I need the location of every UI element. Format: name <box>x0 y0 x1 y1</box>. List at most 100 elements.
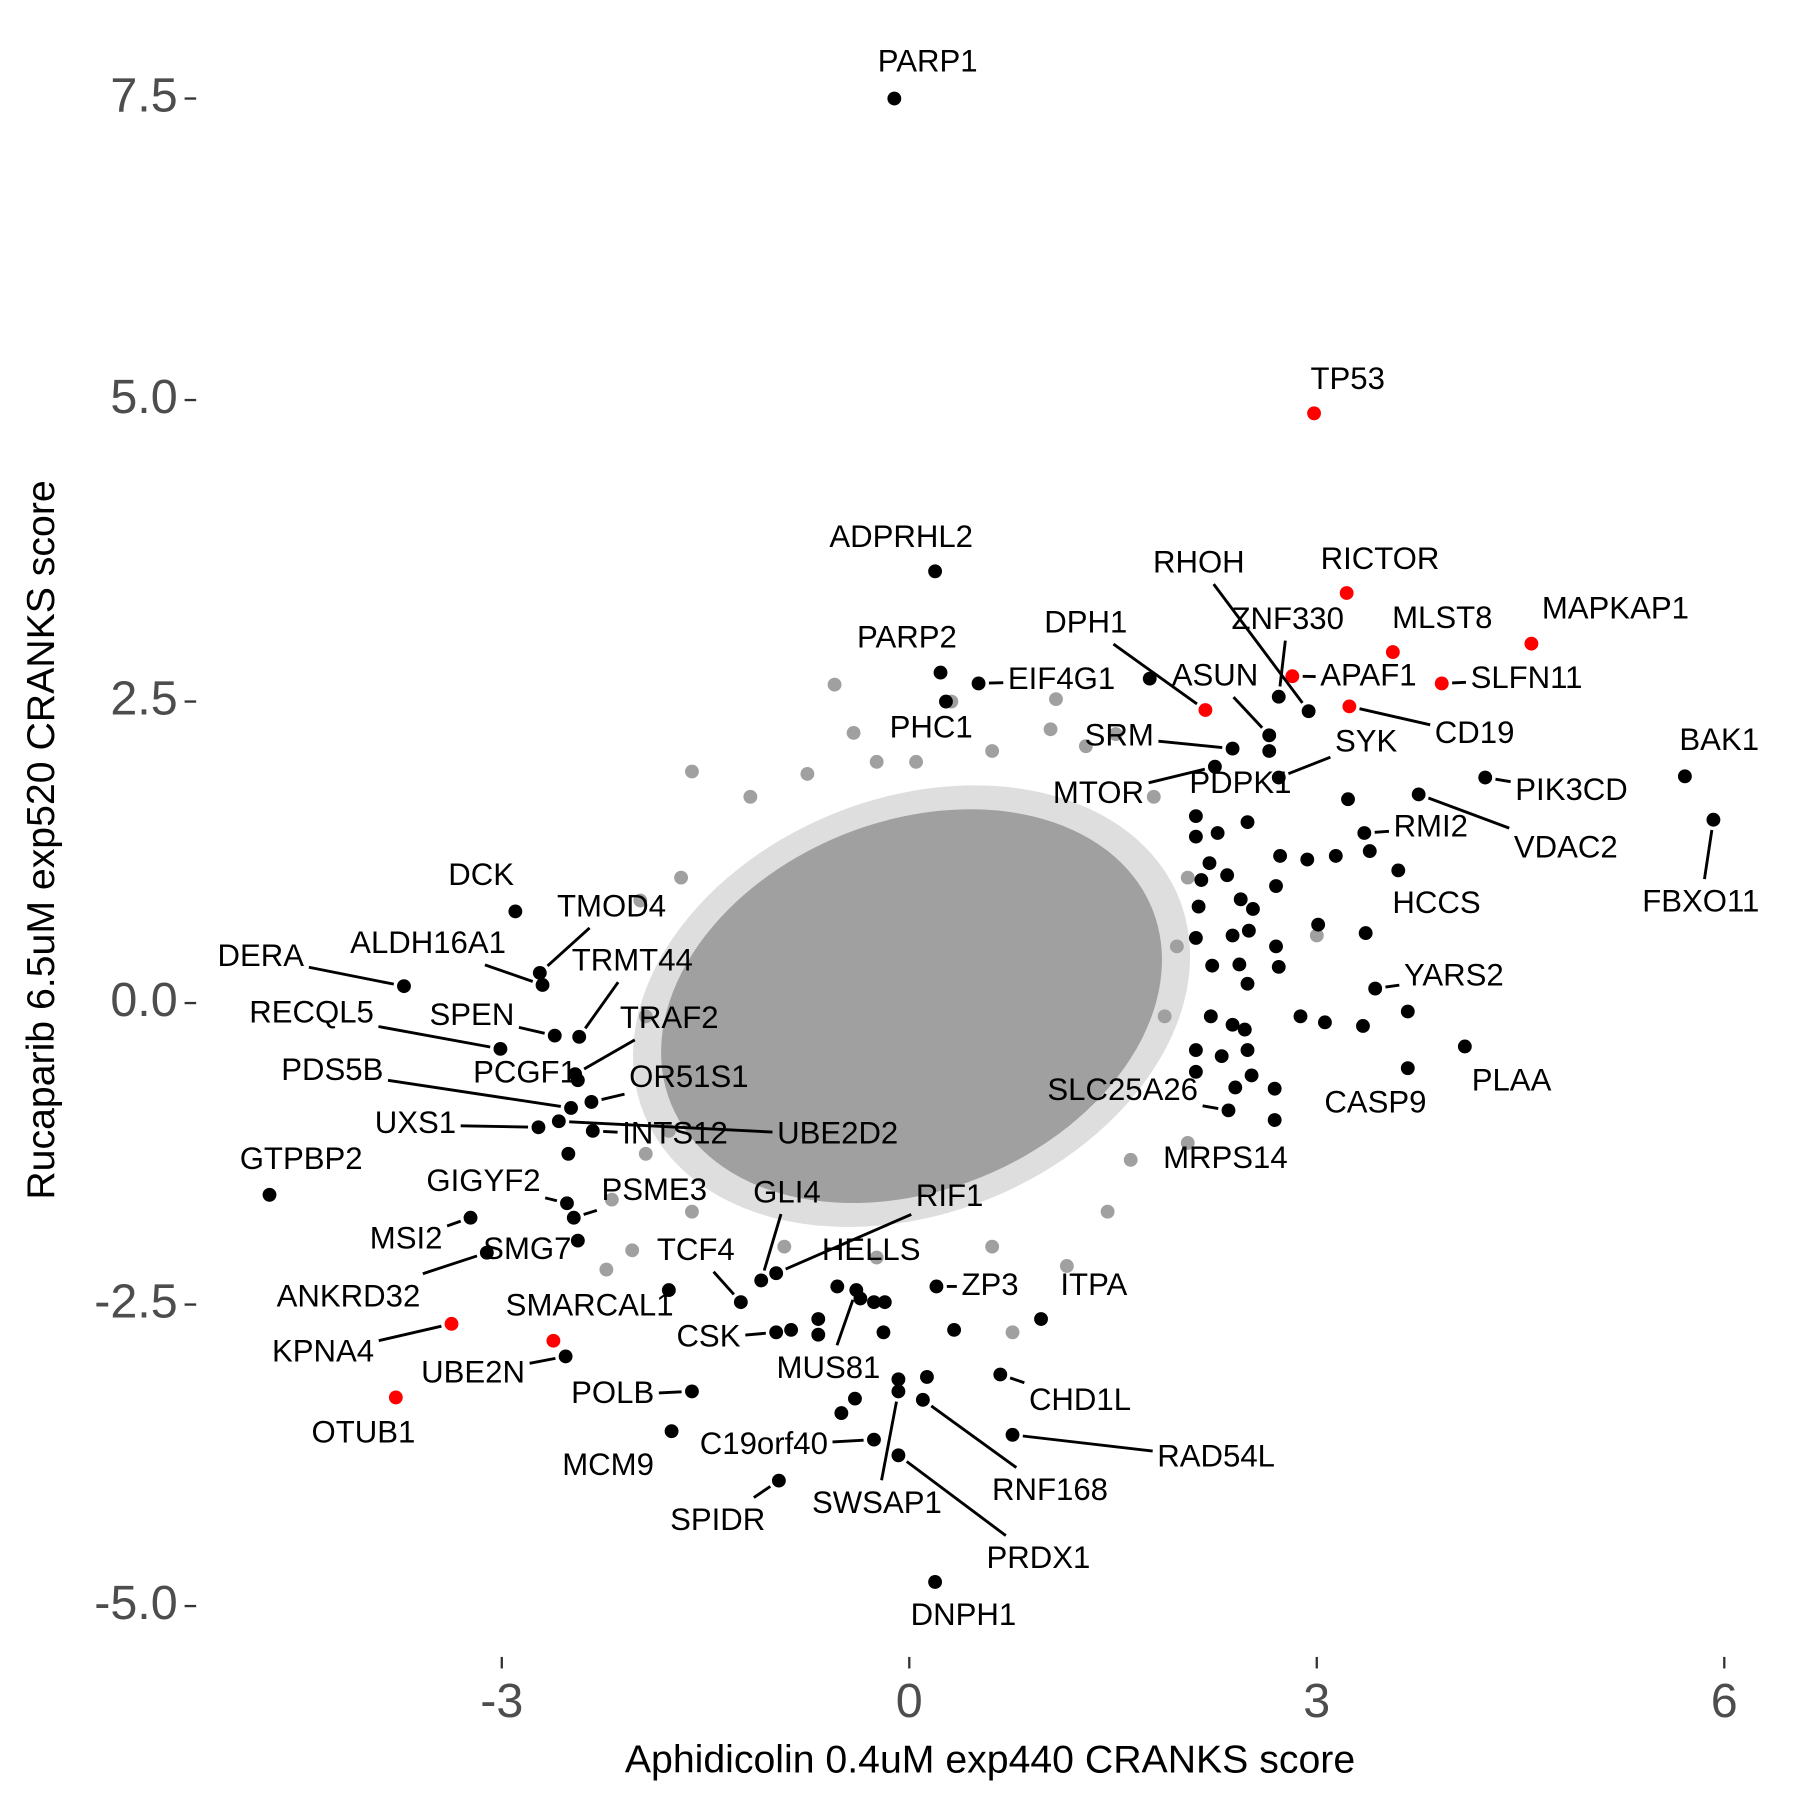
point <box>661 1283 676 1298</box>
point <box>1706 812 1721 827</box>
point-label: SPIDR <box>670 1502 765 1537</box>
point <box>811 1312 826 1326</box>
point-label: TRAF2 <box>620 1000 719 1035</box>
point-label: APAF1 <box>1320 658 1416 693</box>
leader-line <box>1359 707 1431 727</box>
point <box>733 1295 748 1310</box>
point <box>508 904 523 919</box>
point <box>909 754 923 769</box>
point-label: CSK <box>676 1319 740 1354</box>
leader-line <box>484 963 534 983</box>
point-label: SMARCAL1 <box>506 1288 674 1323</box>
point-label: UXS1 <box>375 1105 456 1140</box>
x-tick-label: 3 <box>1303 1674 1330 1728</box>
point-cloud <box>632 785 1191 1227</box>
point <box>1358 926 1373 941</box>
point <box>1307 406 1321 421</box>
point <box>1034 1312 1048 1326</box>
point-label: TRMT44 <box>572 943 693 978</box>
point <box>604 1192 619 1207</box>
leader-line <box>1278 640 1287 687</box>
point <box>1198 703 1213 717</box>
point <box>1262 728 1277 743</box>
point-label: PDPK1 <box>1189 765 1291 800</box>
point <box>769 1266 784 1281</box>
point <box>1273 848 1288 863</box>
point <box>1146 789 1161 804</box>
point <box>1005 1427 1020 1442</box>
point <box>1262 744 1277 758</box>
point-label: CD19 <box>1435 715 1515 750</box>
point-label: RICTOR <box>1321 541 1440 576</box>
point-label: ITPA <box>1060 1267 1127 1302</box>
leader-line <box>460 1124 529 1129</box>
point-label: PIK3CD <box>1515 772 1628 807</box>
point-label: ASUN <box>1172 658 1259 693</box>
point <box>1100 1204 1115 1219</box>
point <box>1210 826 1225 840</box>
point <box>564 1101 578 1115</box>
leader-line <box>601 1092 625 1101</box>
point <box>551 1114 566 1129</box>
point <box>1301 704 1316 719</box>
point-label: MLST8 <box>1392 600 1492 635</box>
leader-line <box>518 1025 545 1035</box>
point-label: RNF168 <box>992 1472 1108 1507</box>
x-tick-label: 0 <box>896 1674 923 1728</box>
point <box>887 91 902 106</box>
point <box>1188 829 1203 844</box>
point <box>633 893 648 908</box>
leader-line <box>785 1213 912 1271</box>
point <box>547 1028 562 1043</box>
point-label: MAPKAP1 <box>1542 591 1689 626</box>
point <box>570 1233 585 1248</box>
point <box>1169 939 1184 954</box>
point <box>1225 741 1240 756</box>
y-tick-label: -2.5 <box>94 1274 178 1328</box>
leader-line <box>1374 829 1390 834</box>
point <box>867 1432 881 1447</box>
point <box>1318 1015 1332 1030</box>
point <box>1524 636 1539 651</box>
point <box>928 564 943 579</box>
point <box>1309 928 1324 943</box>
point <box>1457 1039 1472 1054</box>
point-label: FBXO11 <box>1642 884 1759 919</box>
leader-line <box>446 1219 462 1228</box>
point <box>769 1325 784 1340</box>
point <box>585 1123 600 1138</box>
point <box>1049 692 1063 707</box>
point <box>1221 1103 1236 1118</box>
point <box>933 665 948 680</box>
point <box>800 766 815 781</box>
leader-line <box>1202 1104 1219 1110</box>
leader-line <box>745 1331 766 1337</box>
point-label: GLI4 <box>753 1174 821 1209</box>
leader-line <box>762 1213 783 1271</box>
leader-line <box>569 1120 773 1134</box>
point-label: INTS12 <box>622 1116 728 1151</box>
point <box>584 1095 599 1109</box>
point-label: ZP3 <box>961 1267 1018 1302</box>
point <box>1271 689 1286 704</box>
point <box>1244 1068 1259 1083</box>
point <box>685 764 699 779</box>
point-label: PARP2 <box>857 619 957 654</box>
point-label: RIF1 <box>916 1178 983 1213</box>
y-axis-title: Rucaparib 6.5uM exp520 CRANKS score <box>19 480 63 1199</box>
point <box>1271 959 1286 974</box>
y-tick-label: 2.5 <box>110 671 177 725</box>
point <box>388 1390 403 1405</box>
point <box>971 676 986 691</box>
point-label: MCM9 <box>562 1447 654 1482</box>
point <box>891 1384 906 1399</box>
x-tick-label: -3 <box>480 1674 523 1728</box>
leader-line <box>835 1299 855 1346</box>
leader-line <box>880 1401 898 1481</box>
point-label: HELLS <box>822 1232 921 1267</box>
leader-line <box>378 1025 491 1049</box>
point <box>947 1322 962 1337</box>
point <box>891 1372 906 1387</box>
point <box>1478 770 1493 785</box>
